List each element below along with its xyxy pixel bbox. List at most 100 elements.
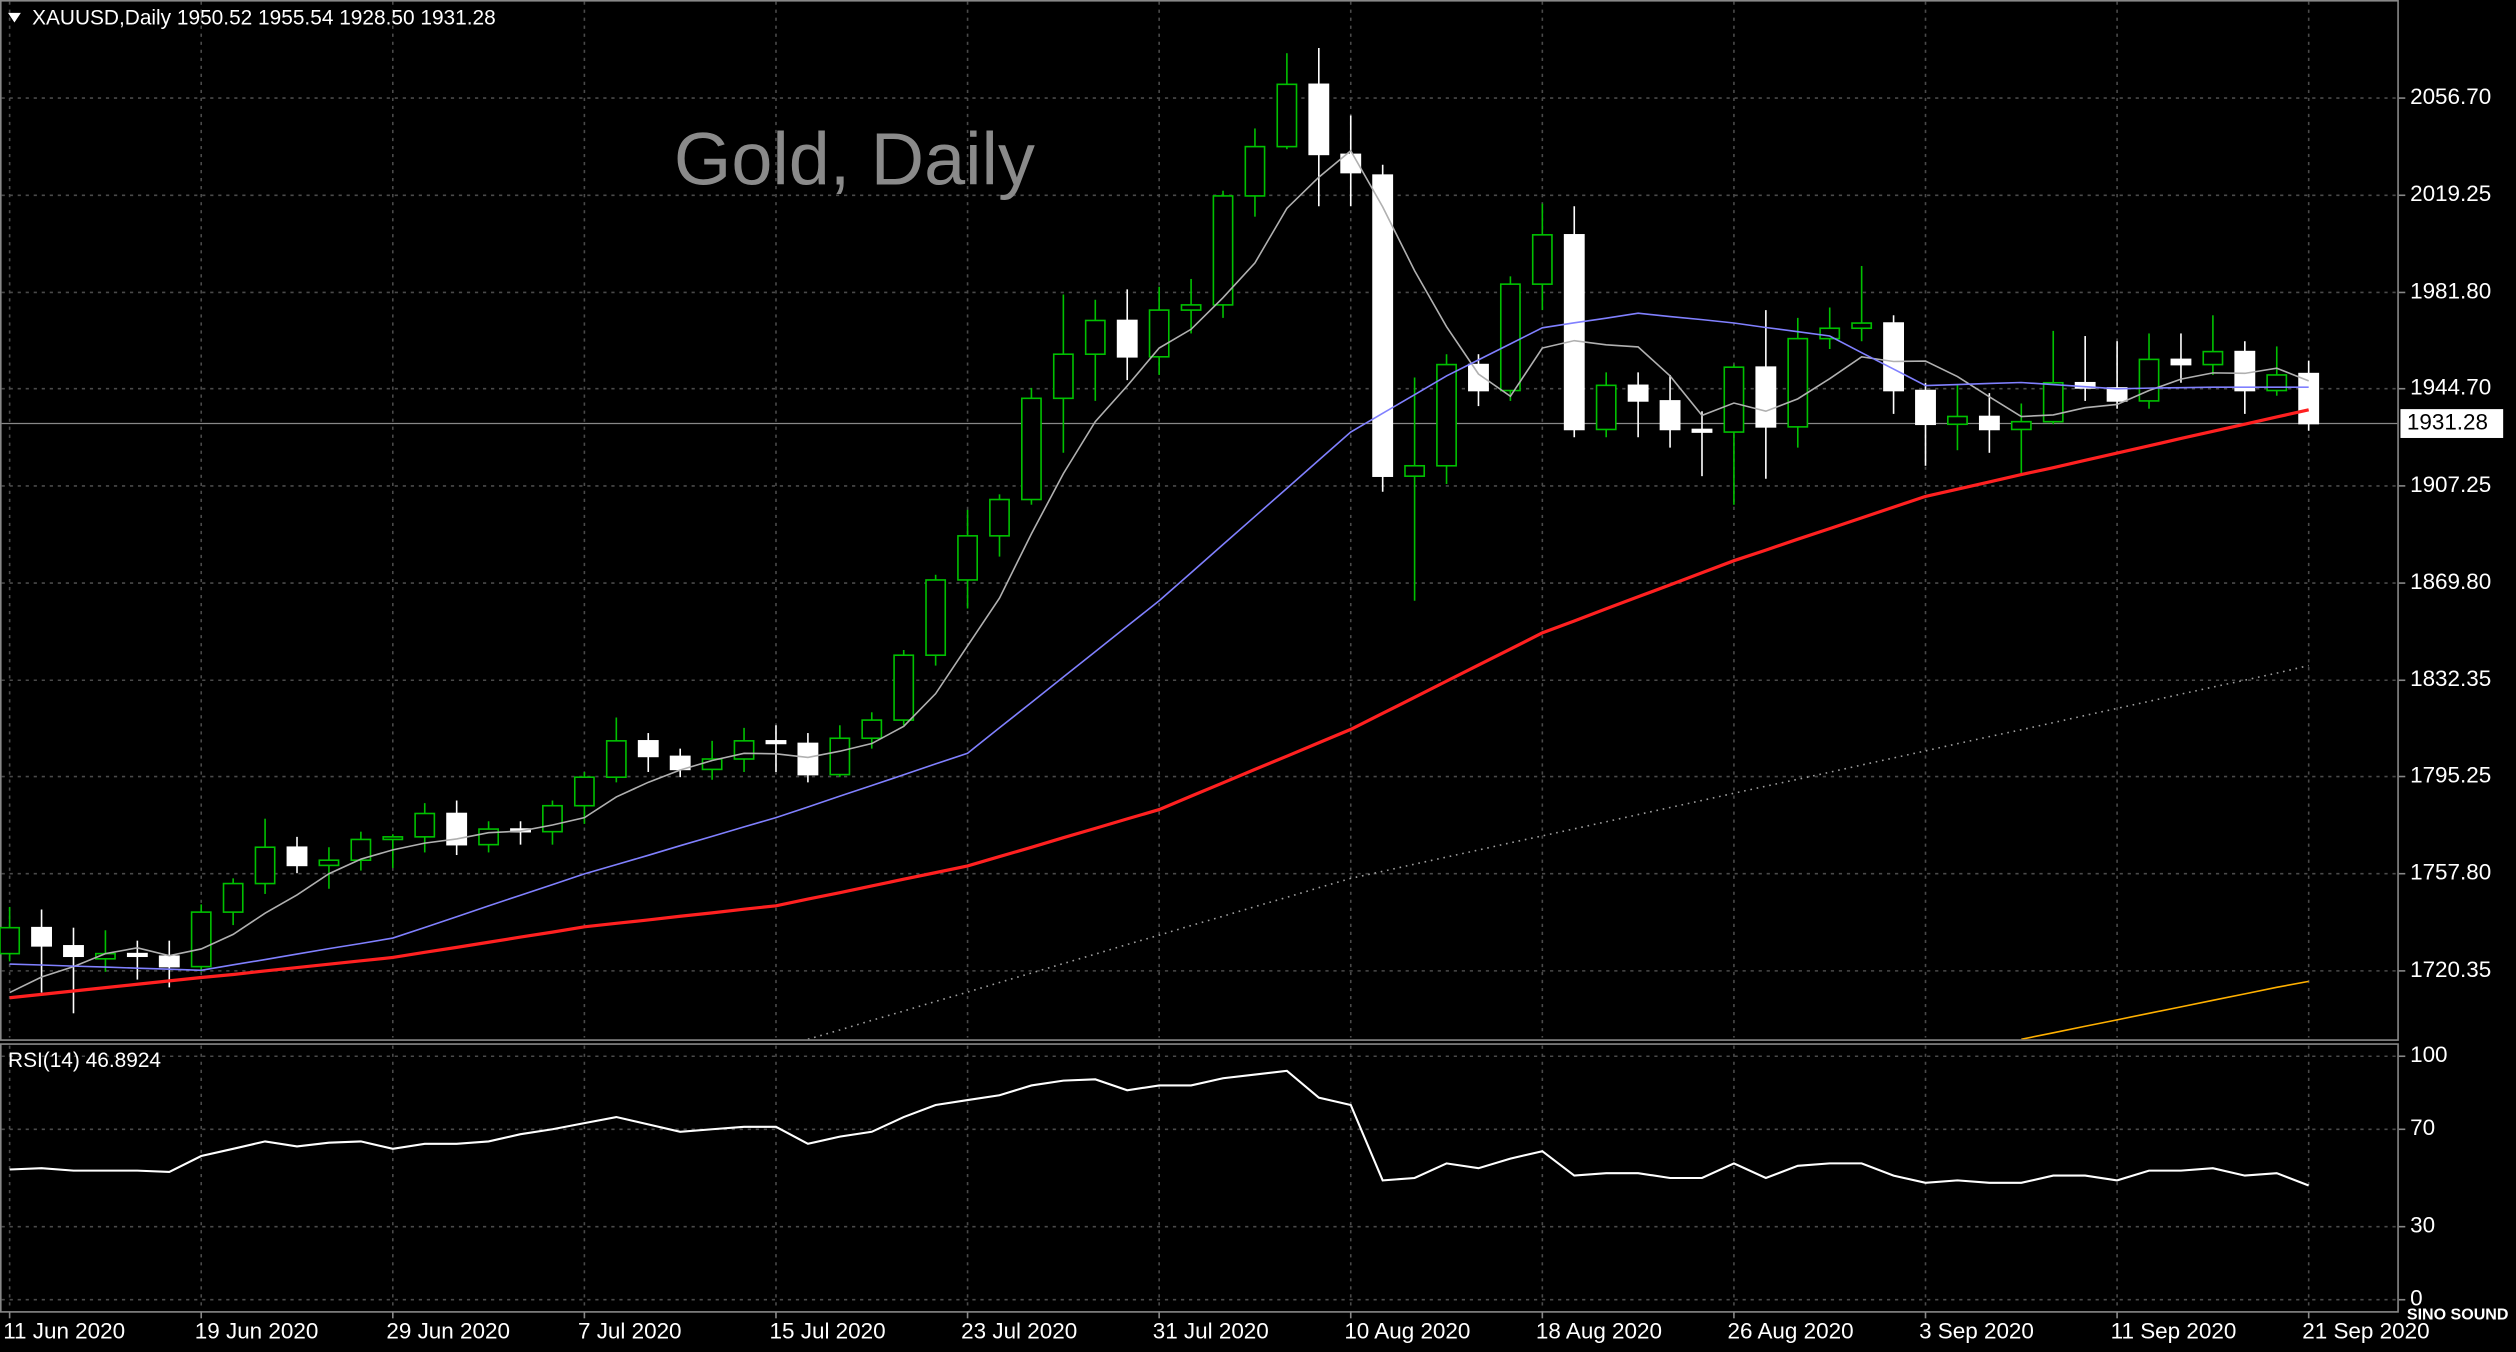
candle-body (126, 952, 148, 958)
candle-body (1499, 283, 1521, 392)
candle-body (478, 828, 500, 846)
candle-body (1084, 319, 1106, 356)
y-tick-label: 1720.35 (2410, 957, 2491, 982)
x-tick-label: 26 Aug 2020 (1728, 1319, 1854, 1344)
candle-body (2170, 358, 2192, 366)
menu-triangle (8, 12, 21, 23)
x-tick-label: 11 Sep 2020 (2111, 1319, 2237, 1344)
moving-average (9, 149, 2309, 994)
candle-body (222, 882, 244, 913)
candle-body (0, 926, 21, 955)
price-tag-label: 1931.28 (2407, 409, 2488, 434)
candle-body (1563, 234, 1585, 431)
candle-body (957, 535, 978, 581)
candle-body (1883, 322, 1905, 392)
y-tick-label: 100 (2410, 1042, 2447, 1067)
candle-body (1276, 83, 1298, 148)
x-tick-label: 10 Aug 2020 (1344, 1319, 1470, 1344)
candle-body (1627, 384, 1649, 402)
moving-average (9, 408, 2310, 1000)
candle-body (1659, 400, 1681, 431)
candle-body (797, 742, 819, 776)
candle-body (2298, 372, 2320, 425)
candle-body (1755, 366, 1777, 428)
labels: 2056.70 2019.25 1981.80 1944.70 1907.25 1869.… (3, 84, 2504, 1344)
candle-body (1978, 415, 2000, 431)
candle-body (893, 654, 915, 721)
candle-body (573, 776, 595, 807)
candle-body (350, 838, 372, 862)
candle-body (2042, 381, 2064, 423)
candle-body (382, 836, 404, 841)
candle-body (1148, 309, 1170, 358)
candle-body (318, 859, 340, 867)
candle-body (1787, 337, 1809, 428)
y-tick-label: 2056.70 (2410, 84, 2491, 109)
price-plot (0, 48, 2398, 1040)
x-tick-label: 29 Jun 2020 (386, 1319, 510, 1344)
candle-body (1021, 397, 1042, 501)
candle-body (254, 846, 276, 885)
candle-body (861, 719, 883, 740)
y-tick-label: 2019.25 (2410, 181, 2491, 206)
candle-body (1372, 174, 1394, 477)
y-tick-label: 1907.25 (2410, 472, 2491, 497)
candle-body (63, 945, 84, 958)
y-tick-label: 1832.35 (2410, 666, 2491, 691)
watermark: SINO SOUND (2407, 1305, 2509, 1323)
candle-body (1915, 389, 1936, 426)
candle-body (1531, 234, 1553, 285)
y-tick-label: 1869.80 (2410, 569, 2491, 594)
candle-body (1052, 353, 1074, 400)
candle-body (1691, 428, 1713, 433)
candle-body (829, 737, 851, 776)
candle-body (765, 740, 787, 745)
candle-body (1308, 83, 1330, 156)
candle-body (1947, 415, 1968, 426)
moving-average (9, 312, 2309, 972)
y-tick-label: 1981.80 (2410, 278, 2491, 303)
candle-body (2202, 350, 2224, 366)
chart-title: Gold, Daily (674, 118, 1035, 201)
x-tick-label: 23 Jul 2020 (961, 1319, 1077, 1344)
x-tick-label: 3 Sep 2020 (1919, 1319, 2034, 1344)
candle-body (1244, 145, 1266, 197)
candle-body (1212, 195, 1234, 306)
rsi-frame (0, 1043, 2399, 1313)
y-tick-label: 1795.25 (2410, 762, 2491, 787)
candle-body (637, 740, 659, 758)
main-frame (0, 0, 2399, 1041)
rsi-line (9, 1069, 2310, 1187)
candle-body (2266, 374, 2288, 392)
x-tick-label: 15 Jul 2020 (770, 1319, 886, 1344)
candle-body (989, 498, 1010, 537)
candle-body (446, 812, 468, 846)
candle-body (542, 804, 563, 833)
grid (1, 1, 2398, 1311)
rsi-plot (9, 1069, 2310, 1187)
candle-body (1404, 464, 1426, 477)
price-tag (2400, 409, 2504, 438)
x-tick-label: 7 Jul 2020 (578, 1319, 682, 1344)
candle-body (733, 740, 755, 760)
candle-body (1436, 363, 1457, 467)
x-tick-label: 31 Jul 2020 (1153, 1319, 1269, 1344)
candle-body (1116, 319, 1138, 358)
candle-body (1468, 363, 1489, 392)
x-tick-label: 21 Sep 2020 (2302, 1319, 2429, 1344)
moving-average (2021, 980, 2309, 1040)
candle-body (605, 740, 627, 778)
candle-body (2010, 420, 2032, 431)
rsi-title: RSI(14) 46.8924 (8, 1049, 161, 1072)
candle-body (2106, 387, 2128, 402)
candle-body (414, 812, 436, 838)
x-tick-label: 18 Aug 2020 (1536, 1319, 1662, 1344)
candle-body (158, 955, 180, 968)
candle-body (190, 911, 212, 968)
candle-body (925, 579, 947, 657)
y-tick-label: 70 (2410, 1115, 2435, 1140)
x-tick-label: 19 Jun 2020 (195, 1319, 319, 1344)
y-tick-label: 1944.70 (2410, 375, 2491, 400)
